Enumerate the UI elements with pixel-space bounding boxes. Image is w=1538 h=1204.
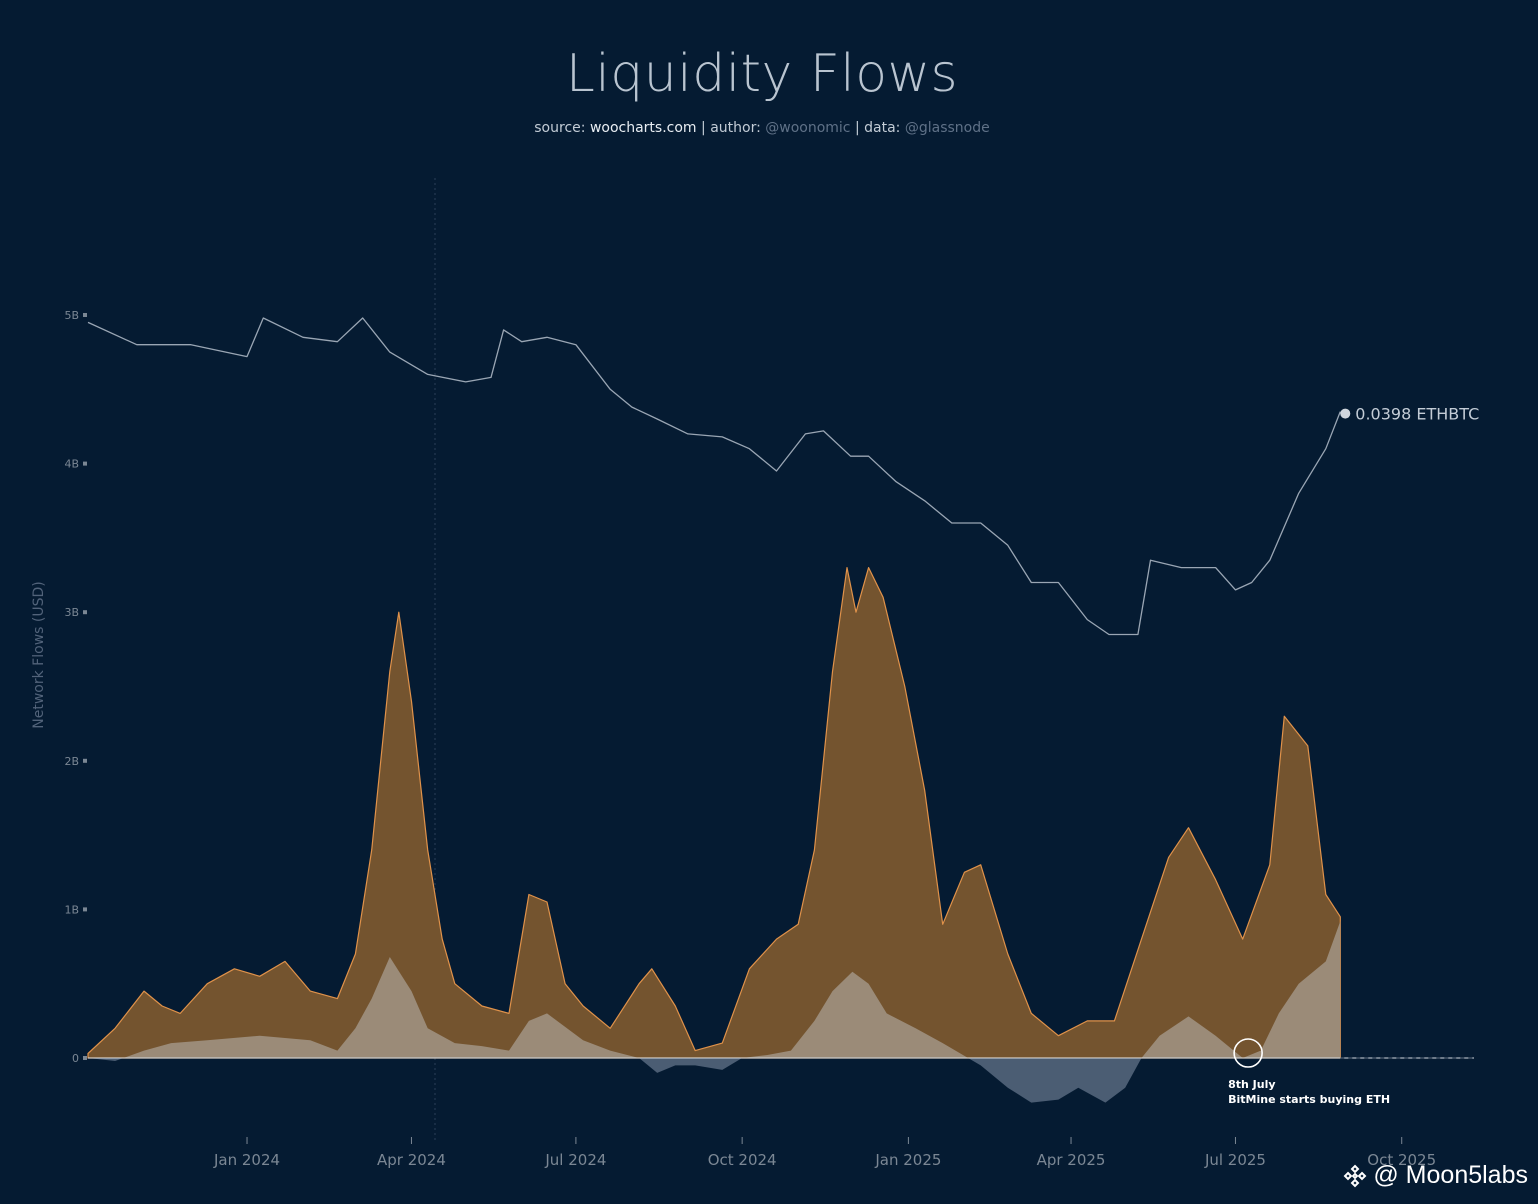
ethbtc-end-label: 0.0398 ETHBTC	[1355, 405, 1479, 424]
y-tick-label: 2B	[64, 755, 79, 768]
y-tick-mark	[83, 461, 87, 466]
annotation-circle	[1233, 1038, 1263, 1068]
x-tick-label: Jul 2024	[544, 1151, 606, 1169]
y-tick-mark	[83, 758, 87, 763]
data-source-link[interactable]: @glassnode	[904, 120, 990, 136]
source-label: source:	[534, 120, 586, 136]
annotation-text: BitMine starts buying ETH	[1228, 1093, 1390, 1106]
x-tick-label: Apr 2025	[1037, 1151, 1106, 1169]
y-tick-label: 5B	[64, 309, 79, 322]
watermark-text: @ Moon5labs	[1373, 1161, 1528, 1189]
y-tick-mark	[83, 313, 87, 317]
author-label: author:	[710, 120, 761, 136]
x-tick-label: Apr 2024	[377, 1151, 446, 1169]
x-tick-label: Oct 2024	[708, 1151, 777, 1169]
ethbtc-end-marker	[1340, 408, 1351, 419]
y-tick-mark	[83, 610, 87, 615]
x-tick-label: Oct 2025	[1367, 1151, 1436, 1169]
y-axis-label: Network Flows (USD)	[31, 581, 47, 728]
chart-subtitle: source: woocharts.com | author: @woonomi…	[0, 120, 1524, 136]
y-tick-mark	[83, 907, 87, 912]
x-tick-label: Jan 2024	[213, 1151, 280, 1169]
chart-title: Liquidity Flows	[565, 44, 959, 104]
x-tick-label: Jan 2025	[874, 1151, 941, 1169]
annotation-date: 8th July	[1228, 1078, 1275, 1091]
data-label: data:	[864, 120, 901, 136]
y-tick-label: 3B	[64, 606, 79, 619]
binance-diamond-icon	[1343, 1164, 1367, 1187]
y-tick-label: 1B	[64, 903, 79, 916]
y-tick-mark	[83, 1056, 87, 1060]
author-link[interactable]: @woonomic	[765, 120, 851, 136]
source-link[interactable]: woocharts.com	[589, 120, 697, 136]
net-flows-negative-area	[88, 1058, 1341, 1103]
y-tick-label: 0	[72, 1052, 79, 1065]
x-tick-label: Jul 2025	[1204, 1151, 1266, 1169]
ethbtc-line	[87, 317, 1341, 636]
watermark: @ Moon5labs	[1343, 1161, 1528, 1190]
total-flows-area	[87, 567, 1341, 1059]
net-flows-positive-area	[88, 921, 1341, 1058]
y-tick-label: 4B	[64, 458, 79, 471]
separator: |	[701, 120, 706, 136]
separator: |	[854, 120, 860, 136]
